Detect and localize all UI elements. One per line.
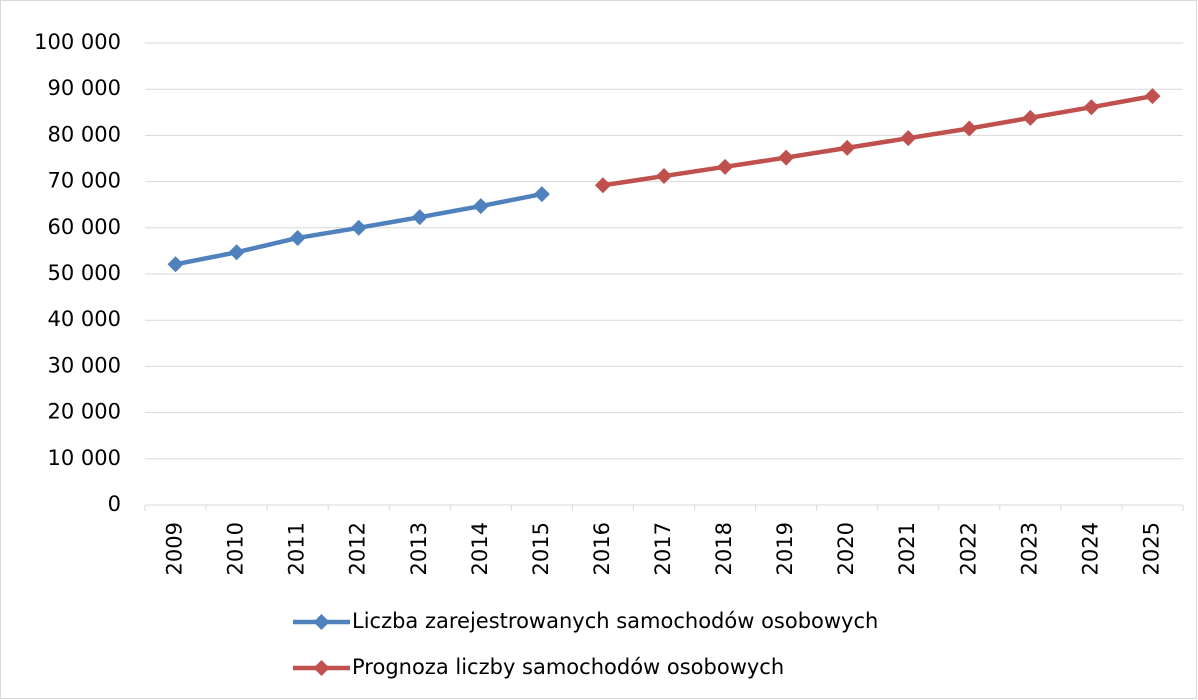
point-marker	[839, 139, 856, 156]
y-tick-label: 100 000	[34, 30, 121, 54]
x-tick-label: 2019	[773, 522, 797, 575]
legend-label: Prognoza liczby samochodów osobowych	[352, 655, 784, 679]
y-tick-label: 40 000	[48, 307, 121, 331]
point-marker	[1144, 88, 1161, 105]
point-marker	[961, 120, 978, 137]
x-tick-label: 2016	[590, 522, 614, 575]
y-tick-label: 60 000	[48, 215, 121, 239]
y-tick-label: 0	[108, 492, 121, 516]
point-marker	[289, 229, 306, 246]
point-marker	[228, 244, 245, 261]
x-tick-label: 2011	[285, 522, 309, 575]
point-marker	[656, 168, 672, 185]
legend-marker	[313, 614, 330, 630]
x-tick-label: 2024	[1078, 522, 1102, 575]
legend-label: Liczba zarejestrowanych samochodów osobo…	[352, 609, 878, 633]
x-tick-label: 2023	[1017, 522, 1041, 575]
y-tick-label: 10 000	[48, 446, 121, 470]
point-marker	[167, 256, 184, 273]
y-tick-label: 50 000	[48, 261, 121, 285]
point-marker	[350, 219, 367, 236]
point-marker	[411, 209, 428, 226]
point-marker	[594, 177, 611, 194]
legend-marker	[313, 660, 330, 676]
x-tick-label: 2014	[468, 522, 492, 575]
x-tick-label: 2020	[834, 522, 858, 575]
y-tick-label: 90 000	[48, 76, 121, 100]
x-tick-label: 2022	[956, 522, 980, 575]
y-tick-label: 30 000	[48, 353, 121, 377]
point-marker	[1022, 109, 1039, 126]
x-tick-label: 2012	[346, 522, 370, 575]
x-tick-label: 2021	[895, 522, 919, 575]
x-tick-label: 2025	[1139, 522, 1163, 575]
y-tick-label: 70 000	[48, 169, 121, 193]
point-marker	[1083, 99, 1100, 116]
series-line	[602, 93, 1153, 188]
point-marker	[717, 158, 734, 175]
x-tick-label: 2018	[712, 522, 736, 575]
point-marker	[533, 186, 550, 203]
point-marker	[778, 149, 795, 166]
y-tick-label: 20 000	[48, 400, 121, 424]
point-marker	[472, 198, 489, 215]
x-tick-label: 2017	[651, 522, 675, 575]
x-tick-label: 2010	[224, 522, 248, 575]
x-tick-label: 2015	[529, 522, 553, 575]
point-marker	[900, 130, 917, 147]
y-tick-label: 80 000	[48, 122, 121, 146]
x-tick-label: 2013	[407, 522, 431, 575]
x-tick-label: 2009	[163, 522, 187, 575]
